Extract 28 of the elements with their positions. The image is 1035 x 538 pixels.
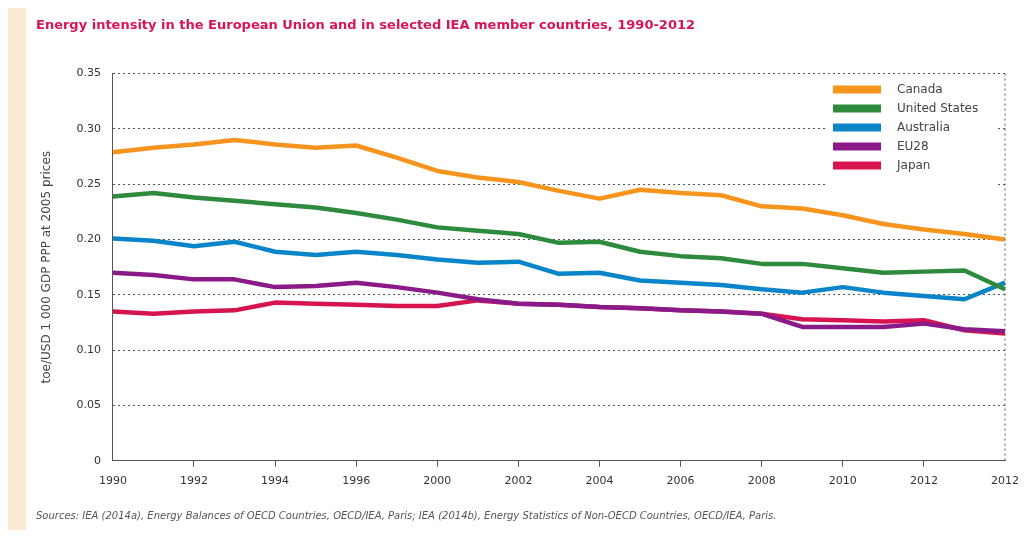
x-tick-label: 2012: [991, 474, 1019, 488]
x-tick-label: 2012: [909, 474, 938, 488]
x-tick-label: 2006: [666, 474, 695, 488]
legend-label: United States: [897, 100, 979, 115]
y-tick-label: 0.35: [76, 66, 101, 80]
y-tick-label: 0.20: [76, 232, 101, 246]
x-tick-label: 1992: [179, 474, 208, 488]
x-tick-label: 1996: [342, 474, 371, 488]
y-tick-label: 0: [93, 453, 101, 467]
x-tick-label: 2008: [747, 474, 776, 488]
x-tick-label: 2004: [585, 474, 614, 488]
y-tick-label: 0.10: [76, 343, 101, 357]
x-tick-label: 2002: [504, 474, 533, 488]
legend-label: Canada: [897, 81, 943, 96]
x-tick-label: 2010: [828, 474, 857, 488]
legend-label: Australia: [897, 119, 951, 134]
legend-label: EU28: [897, 138, 929, 153]
y-tick-label: 0.05: [76, 398, 101, 412]
chart-title: Energy intensity in the European Union and in selected IEA member countries, 1990-2012: [36, 17, 696, 33]
y-tick-label: 0.30: [76, 121, 101, 135]
y-axis-title: toe/USD 1 000 GDP PPP at 2005 prices: [39, 150, 54, 384]
source-note: Sources: IEA (2014a), Energy Balances of OECD Countries, OECD/IEA, Paris; IEA (2014b), Energy Statistics of Non-OECD Countries, OECD/IEA, Paris.: [36, 509, 777, 521]
x-tick-label: 1990: [98, 474, 127, 488]
x-tick-label: 2000: [423, 474, 452, 488]
legend-label: Japan: [896, 157, 931, 172]
x-tick-label: 1994: [261, 474, 290, 488]
y-tick-label: 0.15: [76, 287, 101, 301]
y-tick-label: 0.25: [76, 177, 101, 191]
